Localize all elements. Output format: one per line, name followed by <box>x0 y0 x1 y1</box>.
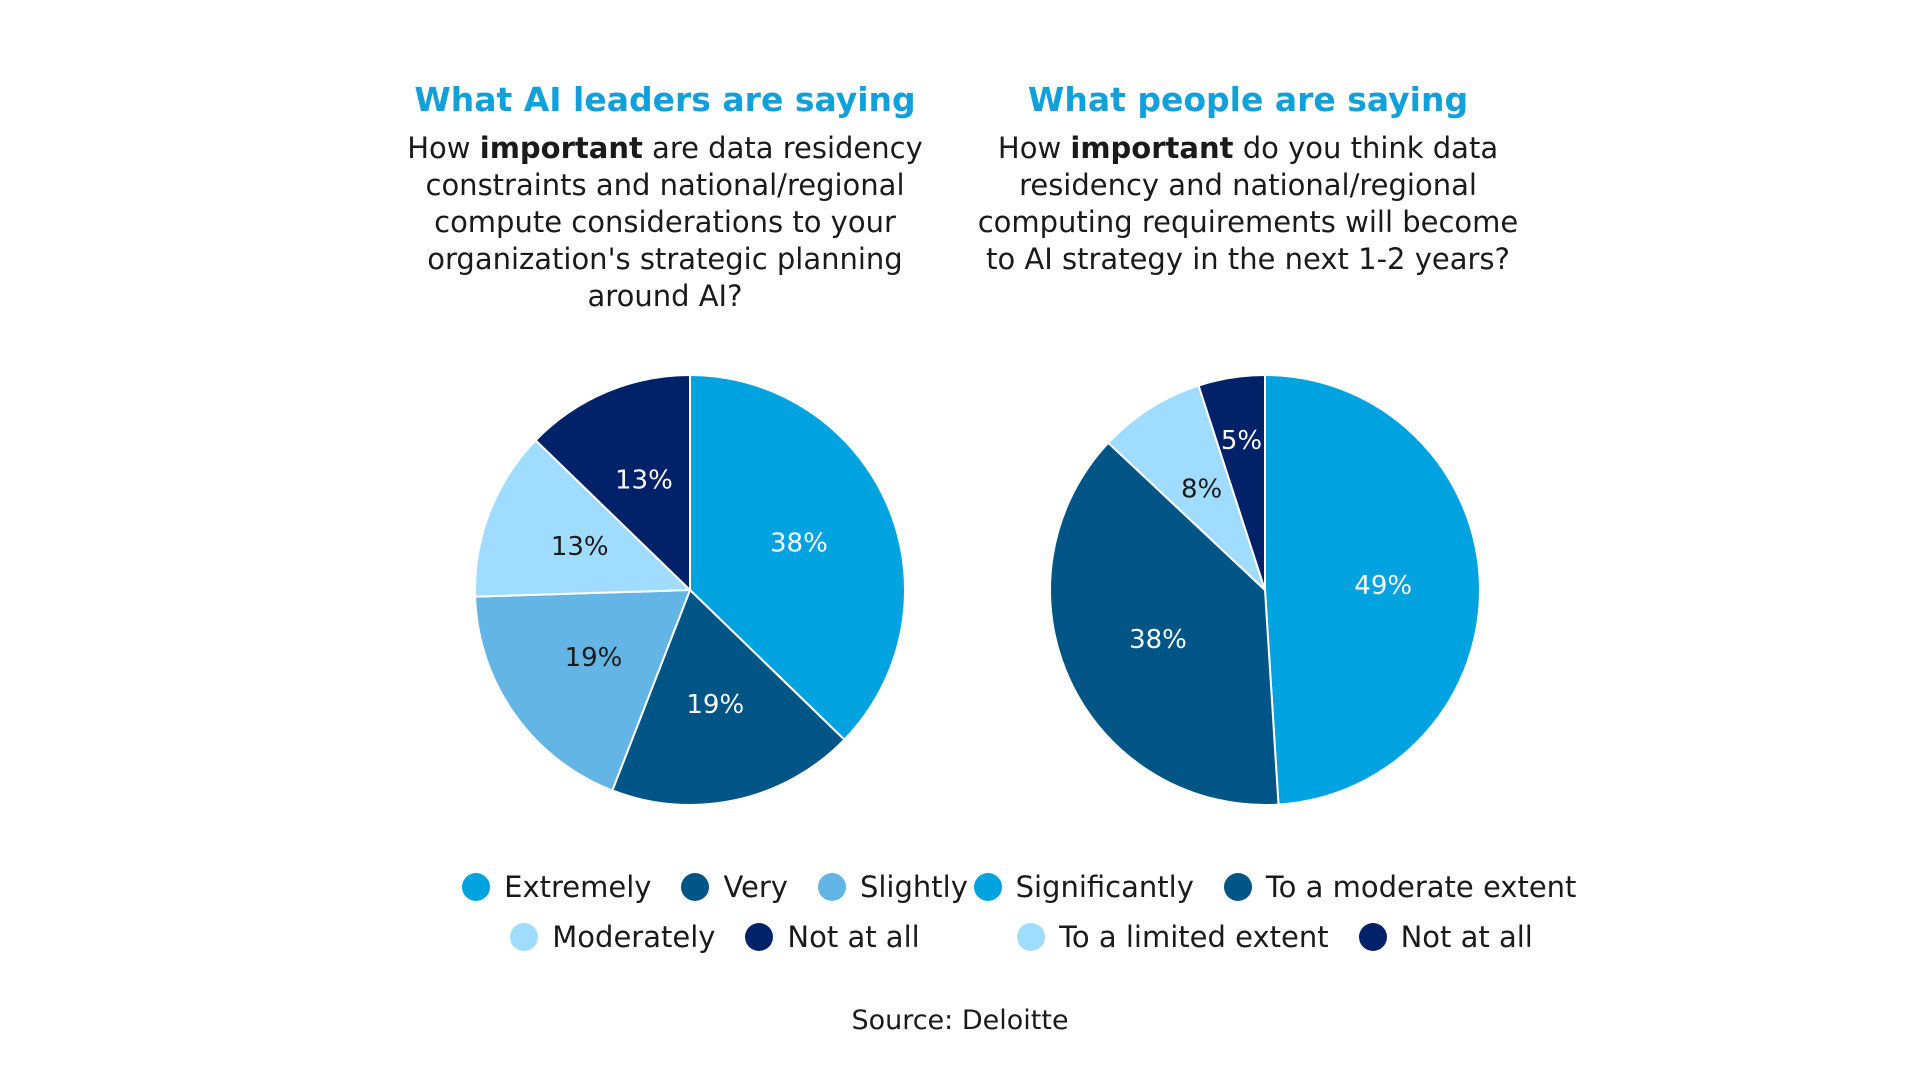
people-legend-swatch-significantly <box>973 873 1002 901</box>
leaders-legend-label: Extremely <box>504 870 652 904</box>
people-legend-item-to-a-limited-extent: To a limited extent <box>1017 920 1329 954</box>
leaders-legend-item-very: Very <box>681 870 788 904</box>
leaders-legend-swatch-not-at-all <box>745 923 774 951</box>
leaders-legend: Extremely Very Slightly Moderately Not at al… <box>455 862 975 962</box>
people-slice-not-at-all <box>1197 373 1266 591</box>
people-label-to-a-limited-extent: 8% <box>1181 475 1222 505</box>
people-legend: Significantly To a moderate extent To a li… <box>973 862 1576 962</box>
people-legend-label: To a moderate extent <box>1265 870 1577 904</box>
people-legend-swatch-not-at-all <box>1358 923 1387 951</box>
right-question-suffix: do you think data residency and national… <box>977 131 1519 276</box>
people-legend-label: To a limited extent <box>1059 920 1329 954</box>
leaders-legend-label: Very <box>723 870 788 904</box>
right-question: How important do you think data residenc… <box>968 130 1528 278</box>
leaders-slice-moderately <box>474 438 693 598</box>
leaders-legend-row: Moderately Not at all <box>455 912 975 962</box>
leaders-label-not-at-all: 13% <box>615 466 673 496</box>
left-question-suffix: are data residency constraints and natio… <box>425 131 923 313</box>
leaders-slice-slightly <box>474 588 692 792</box>
right-panel-header: What people are saying How important do … <box>928 78 1568 278</box>
left-chart-title: What AI leaders are saying <box>414 80 916 119</box>
leaders-legend-label: Moderately <box>552 920 716 954</box>
right-chart-title: What people are saying <box>1027 80 1469 119</box>
leaders-legend-row: Extremely Very Slightly <box>455 862 975 912</box>
people-slice-to-a-moderate-extent <box>1049 441 1280 806</box>
people-legend-swatch-to-a-moderate-extent <box>1223 873 1252 901</box>
left-question: How important are data residency constra… <box>385 130 945 315</box>
leaders-legend-swatch-very <box>681 873 710 901</box>
left-question-prefix: How <box>407 131 480 165</box>
people-label-to-a-moderate-extent: 38% <box>1129 625 1187 655</box>
leaders-label-very: 19% <box>686 690 744 720</box>
people-slice-significantly <box>1264 373 1482 806</box>
leaders-label-extremely: 38% <box>770 528 828 558</box>
leaders-legend-swatch-extremely <box>462 873 491 901</box>
people-legend-row: Significantly To a moderate extent <box>973 862 1576 912</box>
leaders-legend-item-slightly: Slightly <box>817 870 968 904</box>
people-label-not-at-all: 5% <box>1221 426 1262 456</box>
source-note: Source: Deloitte <box>851 1005 1069 1036</box>
people-label-significantly: 49% <box>1354 571 1412 601</box>
leaders-pie-chart: 38% 19% 19% 13% 13% <box>474 373 906 806</box>
leaders-slice-very <box>611 588 846 806</box>
people-legend-item-to-a-moderate-extent: To a moderate extent <box>1223 870 1577 904</box>
leaders-legend-swatch-slightly <box>817 873 846 901</box>
people-slice-to-a-limited-extent <box>1106 384 1266 591</box>
right-question-prefix: How <box>997 131 1071 165</box>
left-question-bold: important <box>479 131 643 165</box>
leaders-legend-swatch-moderately <box>510 923 539 951</box>
leaders-legend-item-extremely: Extremely <box>462 870 651 904</box>
leaders-label-slightly: 19% <box>565 643 623 673</box>
people-legend-label: Not at all <box>1400 920 1533 954</box>
leaders-legend-item-not-at-all: Not at all <box>745 920 920 954</box>
people-legend-item-not-at-all: Not at all <box>1358 920 1533 954</box>
leaders-slice-not-at-all <box>534 373 691 593</box>
right-question-bold: important <box>1070 131 1234 165</box>
left-panel-header: What AI leaders are saying How important… <box>345 78 985 315</box>
leaders-legend-label: Slightly <box>859 870 968 904</box>
people-legend-swatch-to-a-limited-extent <box>1017 923 1046 951</box>
people-pie-chart: 49% 38% 8% 5% <box>1049 373 1482 806</box>
leaders-legend-label: Not at all <box>787 920 920 954</box>
people-legend-item-significantly: Significantly <box>973 870 1194 904</box>
leaders-slice-extremely <box>689 373 906 742</box>
leaders-label-moderately: 13% <box>551 532 609 562</box>
people-legend-label: Significantly <box>1015 870 1194 904</box>
people-legend-row: To a limited extent Not at all <box>985 912 1565 962</box>
leaders-legend-item-moderately: Moderately <box>510 920 715 954</box>
